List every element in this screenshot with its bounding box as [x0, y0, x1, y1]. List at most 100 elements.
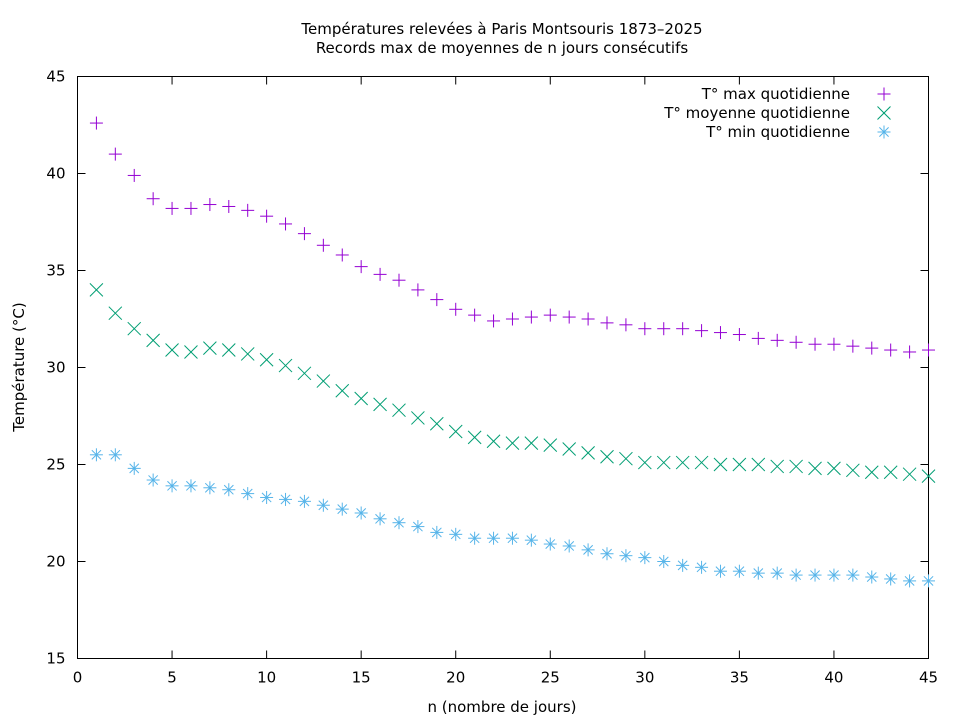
x-tick-label: 10 — [257, 669, 276, 687]
data-point — [903, 345, 917, 359]
data-point — [108, 448, 122, 462]
data-point — [411, 520, 425, 534]
data-point — [373, 267, 387, 281]
data-point — [808, 568, 822, 582]
data-point — [260, 209, 274, 223]
data-point — [392, 403, 406, 418]
data-point — [297, 366, 312, 381]
data-point — [676, 322, 690, 336]
data-point — [732, 564, 746, 578]
data-point — [675, 455, 690, 470]
data-point — [146, 333, 160, 348]
data-point — [789, 459, 803, 474]
data-point — [221, 343, 236, 357]
data-point — [638, 322, 652, 336]
data-point — [846, 339, 860, 353]
data-point — [448, 424, 463, 439]
data-point — [883, 465, 898, 480]
data-point — [676, 558, 690, 572]
data-point — [203, 198, 217, 212]
data-point — [146, 473, 160, 487]
data-point — [922, 574, 935, 588]
data-point — [581, 312, 595, 326]
data-point — [241, 487, 255, 501]
x-tick-label: 35 — [730, 669, 749, 687]
data-point — [543, 438, 558, 452]
y-tick-label: 15 — [46, 650, 65, 668]
data-point — [259, 352, 274, 367]
data-point — [127, 461, 141, 475]
data-point — [922, 343, 935, 357]
data-point — [505, 436, 520, 451]
x-tick-label: 45 — [919, 669, 938, 687]
data-point — [562, 310, 576, 324]
data-point — [713, 457, 728, 472]
chart-subtitle: Records max de moyennes de n jours consé… — [316, 39, 689, 57]
data-point — [165, 479, 179, 493]
data-point — [89, 283, 104, 297]
data-point — [865, 570, 879, 584]
data-point — [789, 335, 803, 349]
legend-label: T° max quotidienne — [701, 85, 850, 103]
data-point — [108, 147, 122, 161]
data-point — [89, 116, 103, 130]
series-1 — [89, 116, 935, 359]
data-point — [751, 331, 765, 345]
data-point — [713, 326, 727, 340]
data-point — [354, 391, 369, 406]
data-point — [637, 455, 652, 470]
data-point — [619, 318, 633, 332]
data-point — [468, 531, 482, 545]
data-point — [184, 345, 198, 359]
y-tick-label: 40 — [46, 165, 65, 183]
data-point — [524, 533, 538, 547]
data-point — [808, 461, 822, 476]
data-point — [316, 498, 330, 512]
data-point — [468, 308, 482, 322]
data-point — [392, 273, 406, 287]
data-point — [600, 316, 614, 330]
data-point — [827, 568, 841, 582]
data-point — [89, 448, 103, 462]
data-point — [827, 461, 841, 476]
data-point — [619, 451, 633, 466]
data-point — [562, 539, 576, 553]
data-point — [354, 260, 368, 274]
data-point — [429, 416, 444, 431]
legend-marker — [877, 106, 891, 120]
x-tick-label: 5 — [167, 669, 177, 687]
data-point — [297, 494, 311, 508]
y-tick-label: 45 — [46, 68, 65, 86]
data-point — [335, 248, 349, 262]
y-tick-label: 25 — [46, 456, 65, 474]
x-tick-label: 25 — [541, 669, 560, 687]
data-point — [808, 337, 822, 351]
data-point — [184, 479, 198, 493]
data-point — [884, 572, 898, 586]
data-point — [354, 506, 368, 520]
data-point — [581, 543, 595, 557]
data-point — [279, 492, 293, 506]
data-point — [921, 469, 936, 483]
x-tick-label: 20 — [446, 669, 465, 687]
data-point — [392, 516, 406, 530]
data-point — [279, 217, 293, 231]
data-point — [657, 555, 671, 568]
data-point — [449, 527, 463, 541]
data-point — [430, 525, 444, 539]
x-tick-label: 15 — [352, 669, 371, 687]
y-tick-label: 30 — [46, 359, 65, 377]
legend-label: T° moyenne quotidienne — [663, 104, 850, 122]
data-point — [335, 502, 349, 516]
data-point — [505, 531, 519, 545]
x-tick-label: 40 — [824, 669, 843, 687]
data-point — [240, 347, 255, 361]
data-point — [770, 459, 785, 474]
data-point — [486, 434, 501, 449]
data-point — [562, 442, 577, 456]
data-point — [222, 199, 236, 213]
axis-ticks: 0 5 10 15 20 25 30 35 40 45 15 20 25 30 35 40 45 — [46, 68, 938, 687]
data-point — [581, 446, 595, 460]
